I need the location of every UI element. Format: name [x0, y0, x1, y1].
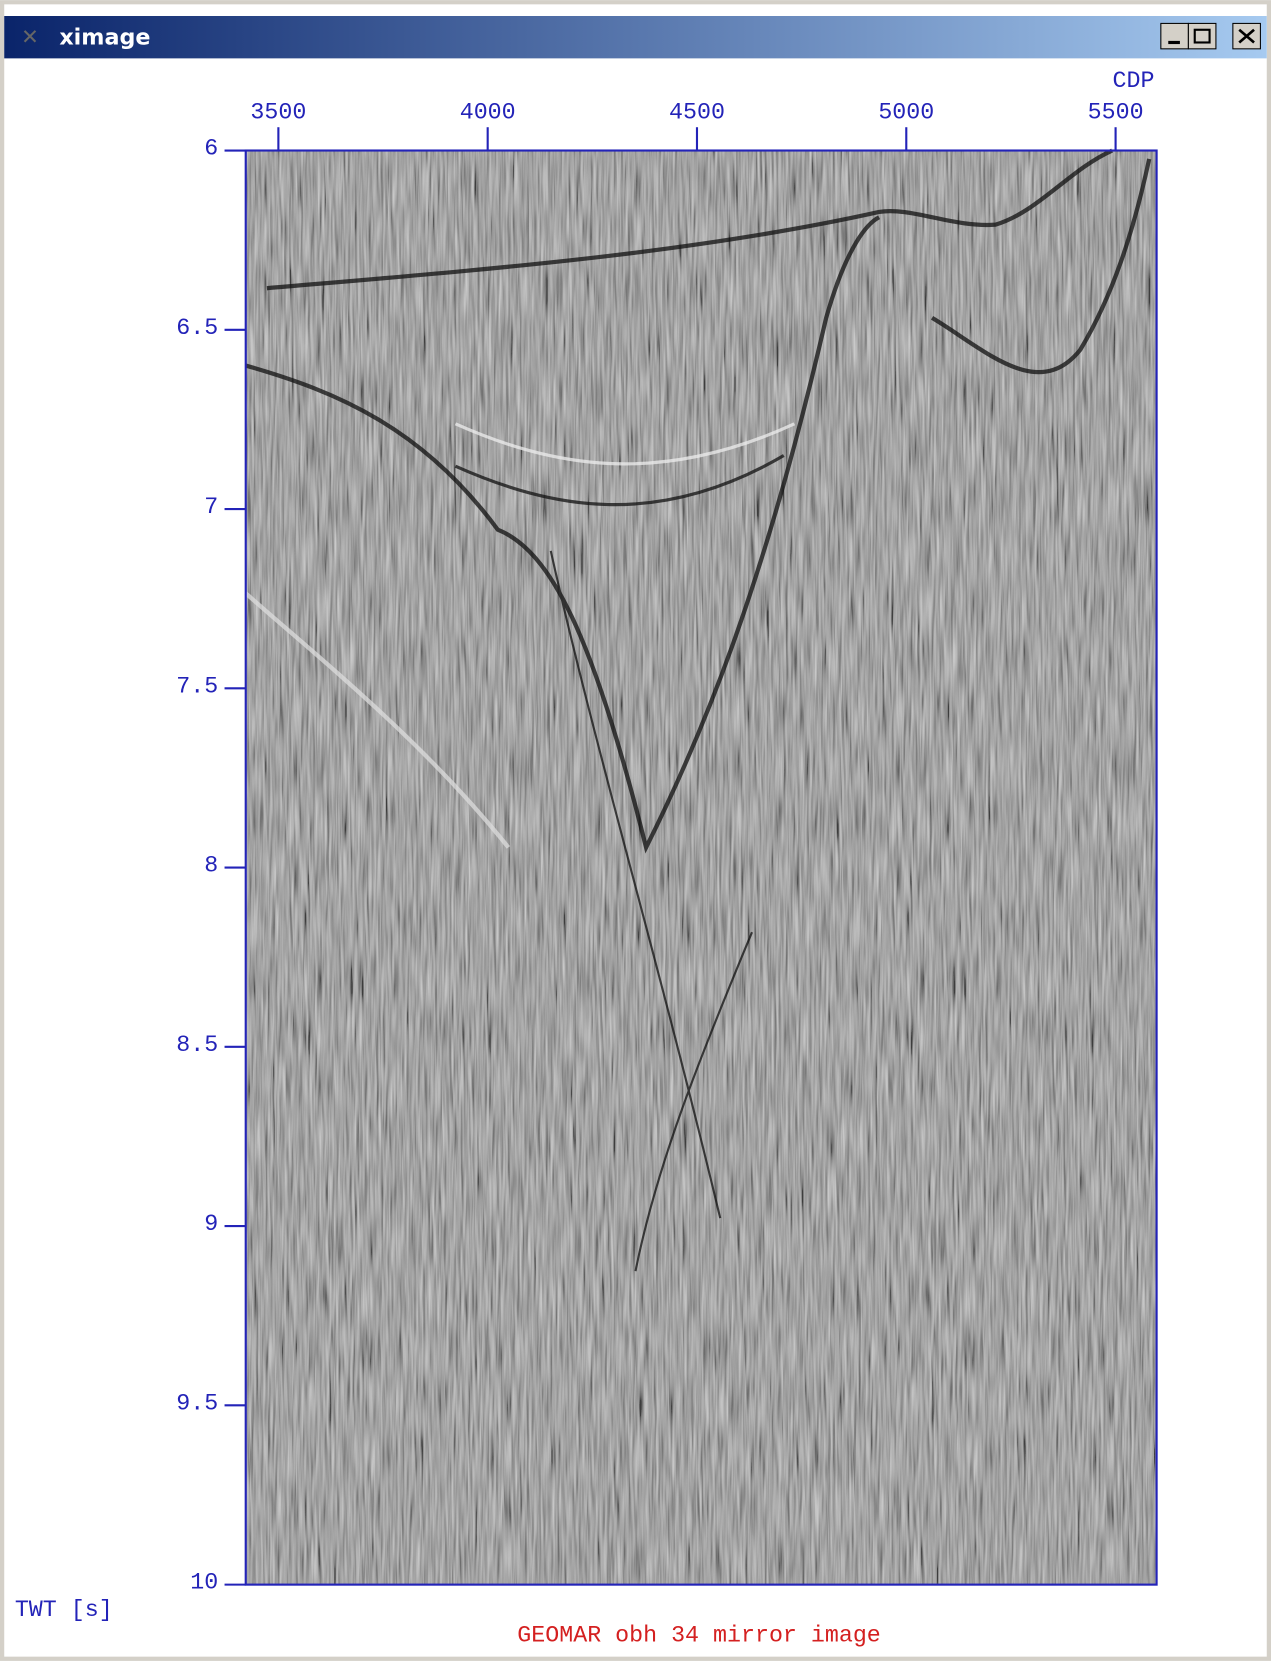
minimize-button[interactable] — [1161, 23, 1189, 48]
y-tick-label: 8 — [204, 853, 218, 879]
image-title: GEOMAR obh 34 mirror image — [517, 1623, 881, 1649]
x-tick-label: 4000 — [460, 100, 516, 126]
window-title: ximage — [59, 25, 150, 51]
y-tick-label: 8.5 — [176, 1032, 218, 1058]
window-buttons — [1161, 23, 1261, 48]
x-axis-label: CDP — [1113, 68, 1155, 94]
x-tick-label: 5000 — [878, 100, 934, 126]
x-tick-label: 3500 — [250, 100, 306, 126]
title-bar — [4, 16, 1267, 58]
y-tick-label: 6.5 — [176, 315, 218, 341]
y-axis-label: TWT [s] — [15, 1597, 113, 1623]
y-tick-label: 7 — [204, 494, 218, 520]
maximize-button[interactable] — [1188, 23, 1216, 48]
seismic-image — [246, 151, 1157, 1585]
y-tick-label: 10 — [190, 1570, 218, 1596]
x-tick-label: 4500 — [669, 100, 725, 126]
window: ✕ ximage CDP TWT [s] GEOMAR obh 34 mirro… — [0, 0, 1271, 1661]
y-tick-label: 9 — [204, 1211, 218, 1237]
image-texture — [246, 151, 1157, 1585]
y-tick-label: 9.5 — [176, 1390, 218, 1416]
y-tick-label: 6 — [204, 136, 218, 162]
y-tick-label: 7.5 — [176, 673, 218, 699]
app-icon: ✕ — [21, 24, 39, 49]
x-tick-label: 5500 — [1088, 100, 1144, 126]
